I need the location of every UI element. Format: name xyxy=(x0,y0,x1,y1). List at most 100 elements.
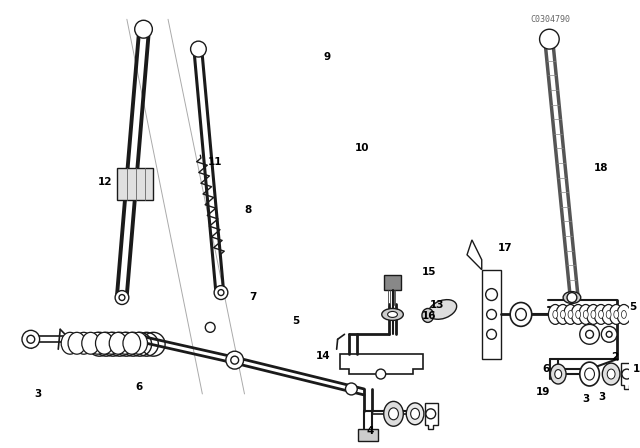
Circle shape xyxy=(119,294,125,301)
Text: 1: 1 xyxy=(633,364,640,374)
Polygon shape xyxy=(482,270,501,359)
Ellipse shape xyxy=(82,332,99,354)
Ellipse shape xyxy=(553,310,557,319)
Ellipse shape xyxy=(95,332,113,354)
Ellipse shape xyxy=(388,311,397,318)
Ellipse shape xyxy=(406,403,424,425)
Text: 3: 3 xyxy=(582,394,589,404)
Bar xyxy=(358,429,378,441)
Circle shape xyxy=(226,351,244,369)
Ellipse shape xyxy=(516,309,526,320)
Ellipse shape xyxy=(75,332,93,354)
Circle shape xyxy=(426,409,436,419)
Text: 3: 3 xyxy=(598,392,606,402)
Bar xyxy=(384,275,401,289)
Text: 5: 5 xyxy=(629,302,636,312)
Ellipse shape xyxy=(617,305,631,324)
Text: 12: 12 xyxy=(98,177,113,187)
Text: 5: 5 xyxy=(292,316,299,327)
Ellipse shape xyxy=(411,408,419,419)
Circle shape xyxy=(580,324,600,344)
Text: 2: 2 xyxy=(611,352,619,362)
Ellipse shape xyxy=(510,302,532,326)
Ellipse shape xyxy=(555,370,562,379)
Circle shape xyxy=(540,29,559,49)
Text: 4: 4 xyxy=(366,426,374,436)
Circle shape xyxy=(115,291,129,305)
Circle shape xyxy=(586,330,593,338)
Circle shape xyxy=(346,383,357,395)
Text: 6: 6 xyxy=(543,364,550,374)
Ellipse shape xyxy=(548,305,562,324)
Circle shape xyxy=(486,329,497,339)
Ellipse shape xyxy=(594,305,608,324)
Polygon shape xyxy=(621,363,634,389)
Ellipse shape xyxy=(123,332,141,354)
Circle shape xyxy=(214,286,228,300)
Circle shape xyxy=(486,310,497,319)
Ellipse shape xyxy=(88,332,106,354)
Circle shape xyxy=(27,335,35,343)
Ellipse shape xyxy=(591,310,596,319)
Circle shape xyxy=(134,20,152,38)
Text: 16: 16 xyxy=(422,311,436,321)
Ellipse shape xyxy=(602,305,616,324)
Text: 6: 6 xyxy=(135,382,142,392)
Ellipse shape xyxy=(109,332,127,354)
Ellipse shape xyxy=(422,309,434,323)
Circle shape xyxy=(376,369,386,379)
Text: 17: 17 xyxy=(498,243,513,253)
Text: 19: 19 xyxy=(536,387,550,397)
Text: 3: 3 xyxy=(34,389,42,399)
Circle shape xyxy=(606,332,612,337)
Ellipse shape xyxy=(572,305,585,324)
Circle shape xyxy=(622,369,632,379)
Circle shape xyxy=(602,326,617,342)
Circle shape xyxy=(231,356,239,364)
Text: 18: 18 xyxy=(594,164,609,173)
Ellipse shape xyxy=(607,369,615,379)
Ellipse shape xyxy=(556,305,570,324)
Polygon shape xyxy=(340,354,423,374)
Ellipse shape xyxy=(384,401,403,426)
Ellipse shape xyxy=(550,364,566,384)
Ellipse shape xyxy=(388,408,399,420)
Text: 11: 11 xyxy=(208,157,222,168)
Ellipse shape xyxy=(428,300,457,319)
Ellipse shape xyxy=(576,310,580,319)
Ellipse shape xyxy=(130,332,147,354)
Circle shape xyxy=(205,323,215,332)
Text: 9: 9 xyxy=(323,52,330,62)
Ellipse shape xyxy=(102,332,120,354)
Text: 13: 13 xyxy=(429,301,444,310)
Ellipse shape xyxy=(68,332,86,354)
Ellipse shape xyxy=(61,332,79,354)
Text: 14: 14 xyxy=(316,351,330,361)
Ellipse shape xyxy=(614,310,619,319)
Ellipse shape xyxy=(598,310,604,319)
Text: 7: 7 xyxy=(250,292,257,302)
Ellipse shape xyxy=(621,310,627,319)
Polygon shape xyxy=(425,403,438,429)
Ellipse shape xyxy=(583,310,588,319)
Text: 8: 8 xyxy=(245,205,252,215)
Ellipse shape xyxy=(564,305,577,324)
Ellipse shape xyxy=(579,305,593,324)
Circle shape xyxy=(218,289,224,296)
Ellipse shape xyxy=(602,363,620,385)
Ellipse shape xyxy=(585,368,595,380)
Ellipse shape xyxy=(580,362,600,386)
Circle shape xyxy=(191,41,206,57)
Polygon shape xyxy=(467,240,482,270)
Polygon shape xyxy=(117,168,154,200)
Text: 15: 15 xyxy=(422,267,436,277)
Ellipse shape xyxy=(563,292,580,303)
Ellipse shape xyxy=(586,305,600,324)
Ellipse shape xyxy=(609,305,623,324)
Text: 10: 10 xyxy=(355,143,369,154)
Ellipse shape xyxy=(568,310,573,319)
Circle shape xyxy=(22,330,40,348)
Circle shape xyxy=(486,289,497,301)
Text: C0304790: C0304790 xyxy=(531,15,570,24)
Ellipse shape xyxy=(116,332,134,354)
